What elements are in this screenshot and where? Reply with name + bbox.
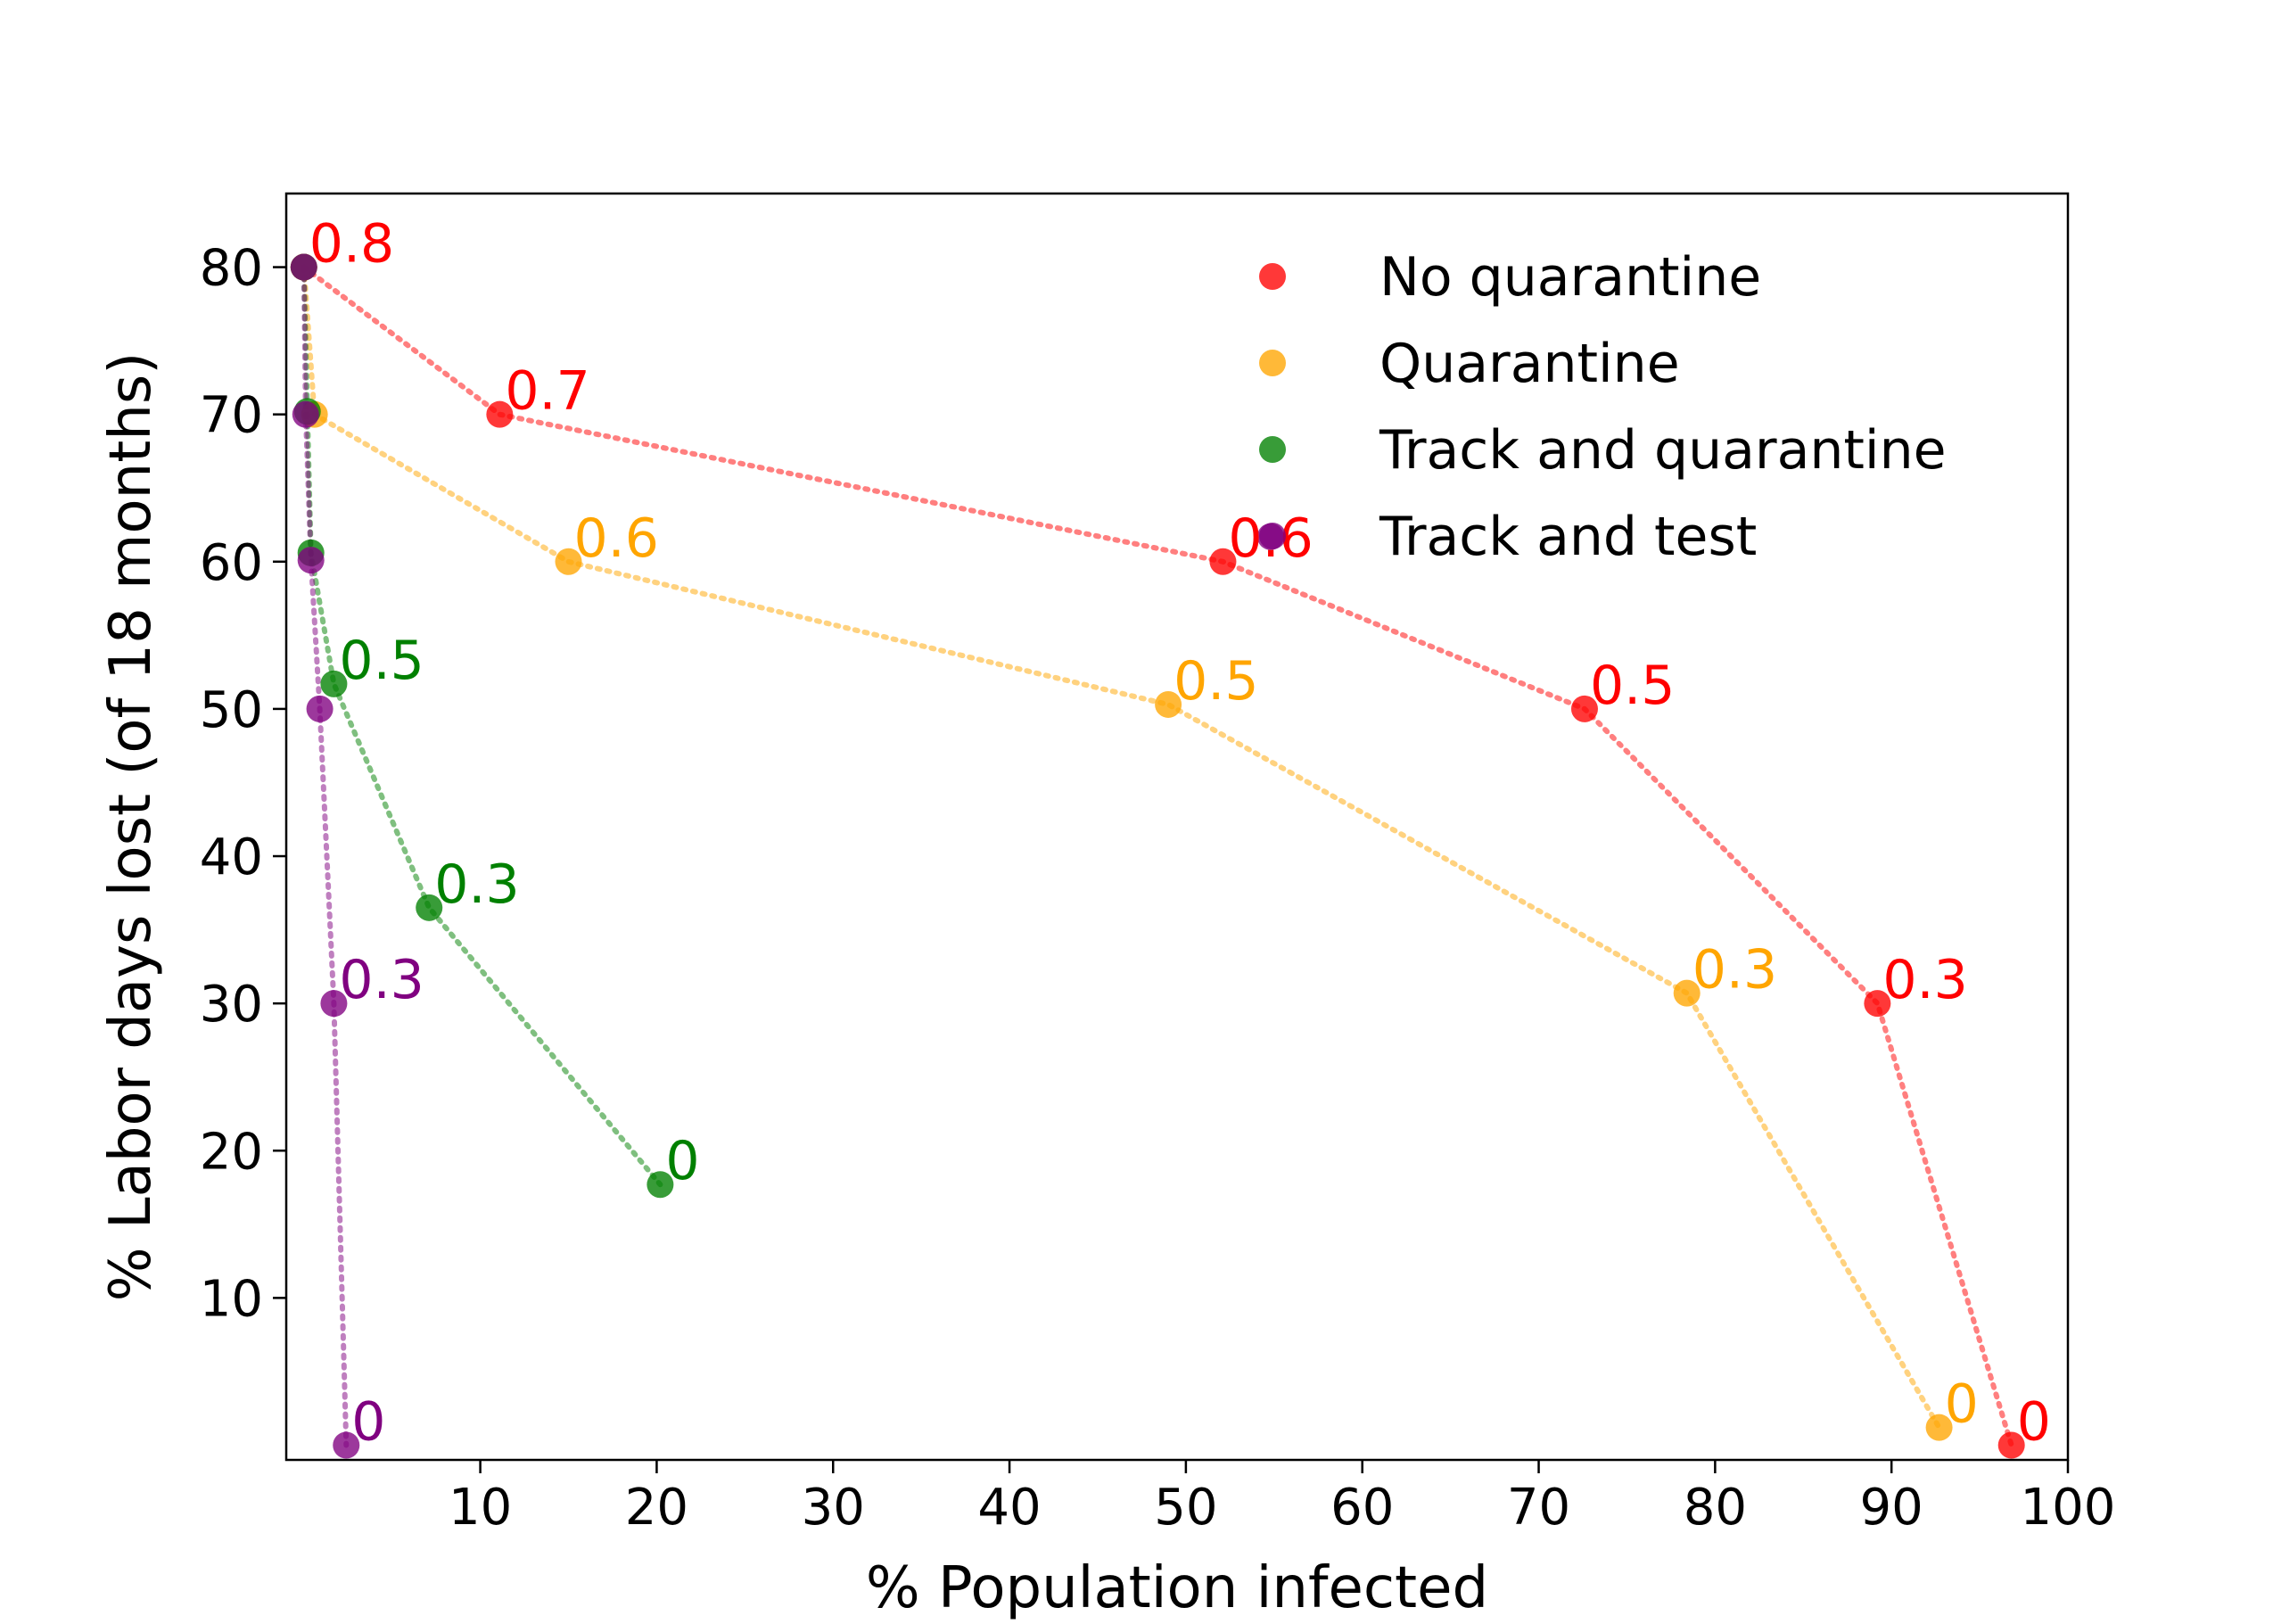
point-label: 0 [2017, 1390, 2051, 1453]
data-point [1864, 990, 1891, 1018]
legend-label: Track and quarantine [1379, 419, 1947, 482]
y-tick-label: 50 [200, 681, 263, 739]
x-tick-label: 50 [1154, 1479, 1217, 1537]
x-tick-label: 80 [1684, 1479, 1747, 1537]
point-label: 0.3 [339, 949, 424, 1011]
point-label: 0.8 [309, 213, 394, 276]
data-point [320, 990, 348, 1018]
x-tick-label: 60 [1330, 1479, 1394, 1537]
point-label: 0.5 [1174, 650, 1258, 713]
x-tick-label: 30 [802, 1479, 865, 1537]
data-point [306, 695, 334, 722]
y-axis-label: % Labor days lost (of 18 months) [98, 352, 164, 1301]
y-tick-label: 40 [200, 828, 263, 886]
legend: No quarantine Quarantine Track and quarant… [1259, 246, 1947, 568]
x-axis-ticks: 10 20 30 40 50 60 70 80 90 100 [449, 1460, 2115, 1537]
series-line-3 [301, 264, 350, 1448]
point-label: 0.3 [434, 853, 519, 916]
x-tick-label: 100 [2021, 1479, 2116, 1537]
x-tick-label: 10 [449, 1479, 512, 1537]
legend-marker [1259, 523, 1286, 549]
y-tick-label: 80 [200, 240, 263, 298]
data-point [333, 1431, 360, 1459]
point-label: 0.5 [1590, 655, 1675, 717]
legend-label: Track and test [1379, 506, 1757, 568]
series-line-0 [301, 264, 2014, 1448]
data-point [1997, 1431, 2025, 1459]
data-point [1925, 1414, 1953, 1441]
x-tick-label: 40 [977, 1479, 1041, 1537]
data-point [1570, 695, 1598, 722]
data-point [555, 548, 582, 575]
y-tick-label: 70 [200, 387, 263, 445]
data-point [1673, 979, 1701, 1007]
data-point [486, 400, 514, 428]
y-tick-label: 10 [200, 1270, 263, 1328]
point-label: 0.3 [1882, 949, 1967, 1011]
x-tick-label: 20 [625, 1479, 688, 1537]
data-point [646, 1171, 674, 1199]
point-label: 0.3 [1692, 939, 1777, 1002]
legend-marker [1259, 436, 1286, 463]
x-axis-label: % Population infected [866, 1555, 1488, 1621]
point-label: 0.5 [339, 630, 424, 692]
data-point [292, 400, 319, 428]
data-point [320, 670, 348, 697]
series-line-1 [301, 264, 1942, 1430]
data-point [297, 547, 325, 574]
y-tick-label: 20 [200, 1123, 263, 1181]
legend-label: Quarantine [1379, 333, 1680, 395]
y-tick-label: 30 [200, 976, 263, 1034]
data-point [1155, 690, 1182, 718]
x-tick-label: 90 [1860, 1479, 1923, 1537]
data-point [416, 894, 443, 921]
plot-frame [284, 192, 2070, 1462]
x-tick-label: 70 [1507, 1479, 1570, 1537]
point-label: 0 [665, 1130, 699, 1192]
point-label: 0.7 [505, 360, 589, 423]
y-axis-ticks: 10 20 30 40 50 60 70 80 [200, 240, 286, 1328]
legend-marker [1259, 350, 1286, 376]
y-tick-label: 60 [200, 534, 263, 592]
legend-label: No quarantine [1379, 246, 1761, 309]
point-label: 0 [351, 1390, 385, 1453]
point-label: 0 [1945, 1373, 1979, 1436]
data-point [290, 253, 317, 281]
point-label: 0.6 [574, 507, 659, 570]
legend-marker [1259, 263, 1286, 290]
point-labels: 0.80.70.60.50.300.60.50.300.50.300.30 [309, 213, 2051, 1454]
series-lines [301, 264, 2014, 1448]
data-point [1209, 548, 1237, 575]
